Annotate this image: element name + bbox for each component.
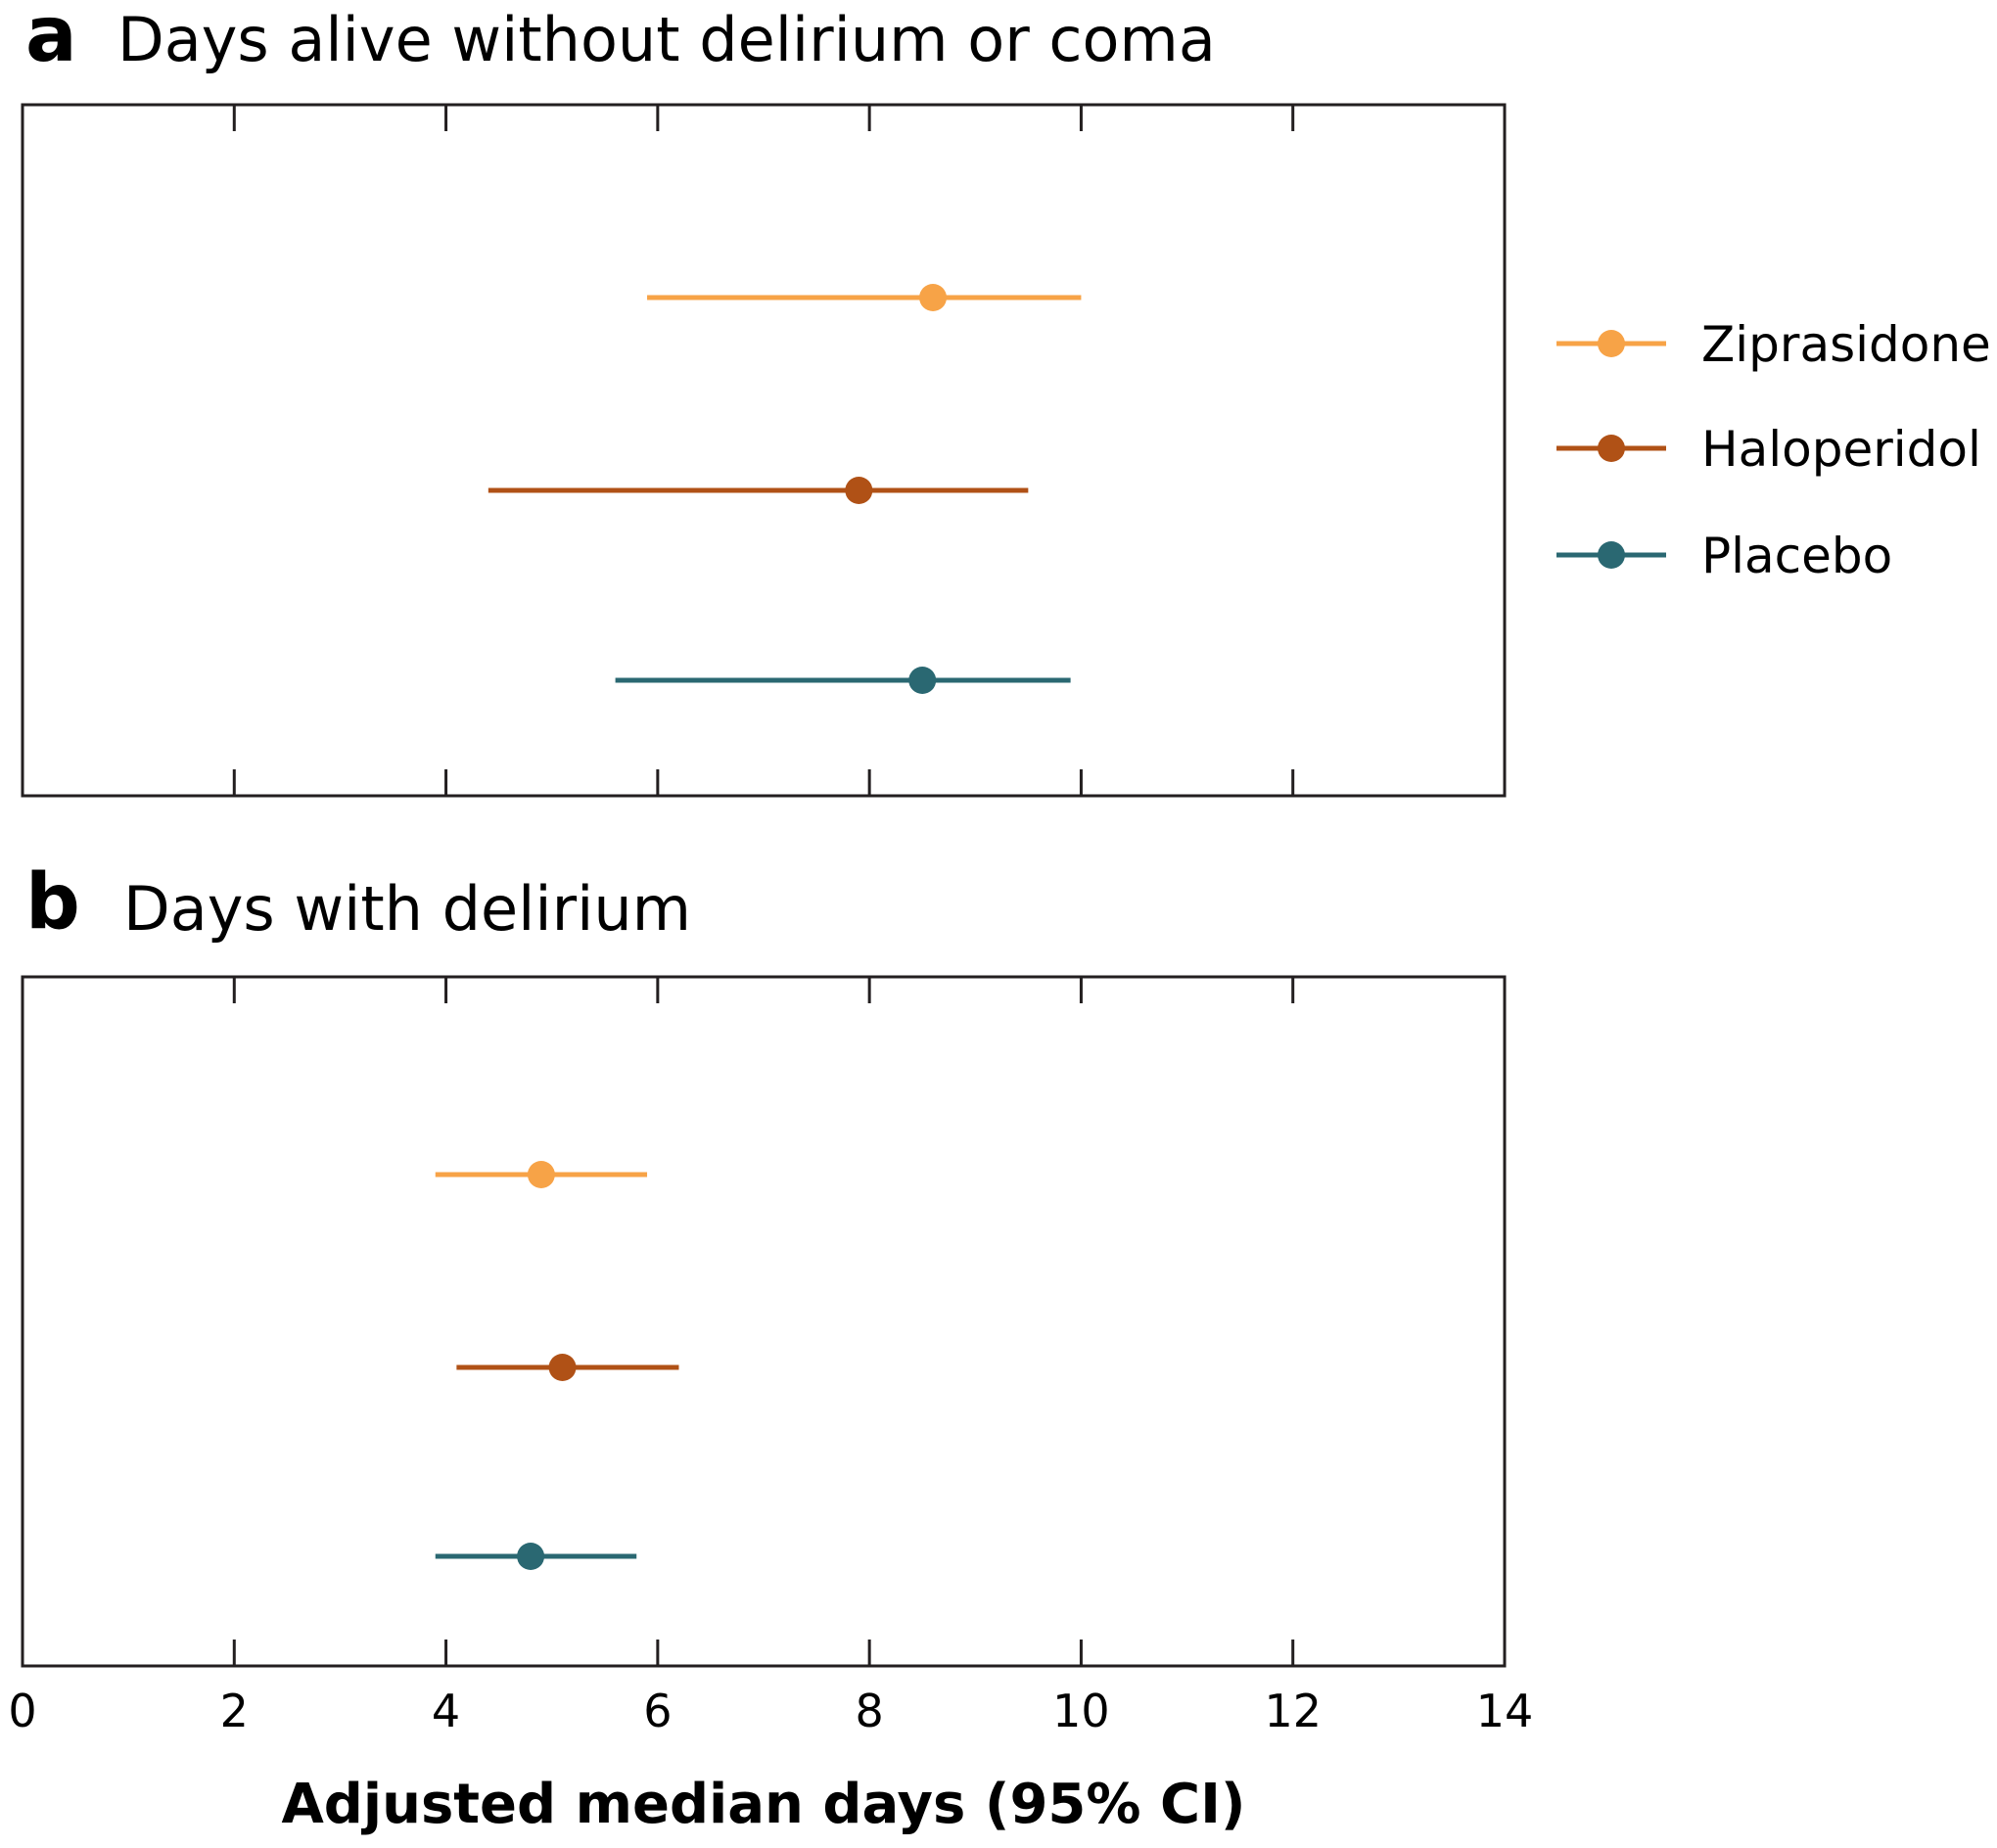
panel-b-title: Days with delirium — [123, 873, 691, 945]
legend-marker-haloperidol — [1598, 435, 1625, 462]
median-point-ziprasidone — [527, 1161, 555, 1188]
panel-a-frame — [21, 103, 1507, 798]
x-tick-label: 14 — [1476, 1685, 1534, 1737]
x-tick-label: 2 — [220, 1685, 249, 1737]
panel-a-letter: a — [25, 0, 77, 79]
x-tick-label: 12 — [1264, 1685, 1322, 1737]
legend-label-ziprasidone: Ziprasidone — [1701, 316, 1991, 373]
median-point-haloperidol — [548, 1354, 577, 1381]
panel-a-title: Days alive without delirium or coma — [117, 4, 1216, 75]
median-point-placebo — [908, 667, 937, 694]
x-axis-label: Adjusted median days (95% CI) — [281, 1773, 1245, 1836]
legend-marker-ziprasidone — [1598, 330, 1625, 357]
x-tick-label: 10 — [1052, 1685, 1110, 1737]
x-tick-label: 4 — [432, 1685, 460, 1737]
median-point-ziprasidone — [919, 284, 948, 311]
x-tick-label: 0 — [8, 1685, 36, 1737]
panel-b-letter: b — [25, 858, 80, 947]
legend-label-placebo: Placebo — [1701, 528, 1892, 584]
legend-label-haloperidol: Haloperidol — [1701, 421, 1981, 478]
legend-marker-placebo — [1598, 541, 1625, 569]
median-point-placebo — [517, 1543, 545, 1570]
x-tick-label: 6 — [643, 1685, 672, 1737]
median-point-haloperidol — [845, 477, 873, 504]
x-tick-label: 8 — [856, 1685, 884, 1737]
panel-b-frame — [21, 975, 1507, 1668]
